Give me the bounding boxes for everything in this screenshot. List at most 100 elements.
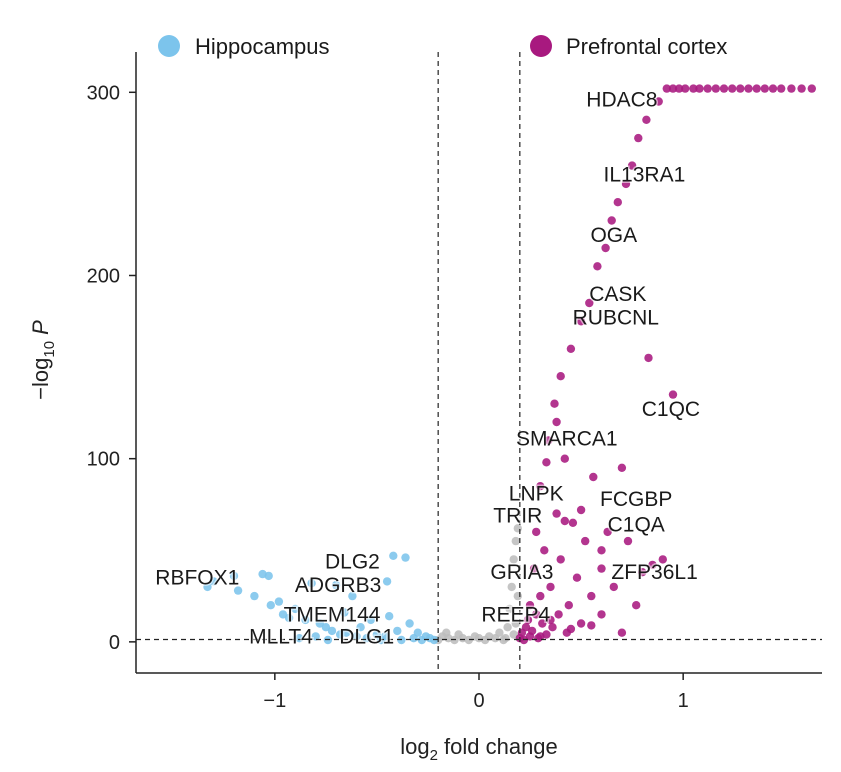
- point-hippocampus-25: [366, 615, 375, 625]
- point-hippocampus-34: [401, 553, 410, 562]
- point-prefrontal-cortex-40: [601, 243, 610, 253]
- point-prefrontal-cortex-35: [587, 591, 596, 601]
- point-hippocampus-24: [362, 634, 371, 643]
- point-prefrontal-cortex-77: [668, 390, 678, 399]
- point-prefrontal-cortex-62: [695, 84, 704, 93]
- point-hippocampus-11: [291, 604, 300, 614]
- y-ticks: 0 100 200 300: [87, 82, 136, 654]
- point-prefrontal-cortex-49: [627, 161, 637, 170]
- point-prefrontal-cortex-79: [576, 505, 586, 515]
- legend: Hippocampus Prefrontal cortex: [158, 34, 727, 59]
- point-prefrontal-cortex-13: [536, 482, 545, 491]
- point-hippocampus-21: [348, 591, 357, 601]
- gene-label-c1qa: C1QA: [608, 514, 665, 537]
- gene-label-adgrb3: ADGRB3: [295, 574, 381, 597]
- point-prefrontal-cortex-29: [568, 518, 578, 527]
- point-prefrontal-cortex-3: [521, 623, 531, 632]
- point-prefrontal-cortex-46: [617, 463, 627, 472]
- gene-label-trir: TRIR: [493, 505, 542, 528]
- point-prefrontal-cortex-78: [597, 546, 606, 555]
- point-not-significant-16: [507, 582, 516, 592]
- y-tick-label-3: 300: [87, 82, 120, 104]
- point-prefrontal-cortex-33: [581, 536, 590, 546]
- legend-marker-prefrontal: [530, 35, 552, 57]
- point-prefrontal-cortex-84: [587, 621, 596, 630]
- y-tick-label-2: 200: [87, 265, 120, 287]
- point-prefrontal-cortex-60: [681, 84, 690, 93]
- legend-label-prefrontal: Prefrontal cortex: [566, 34, 727, 59]
- point-hippocampus-15: [321, 623, 331, 632]
- point-prefrontal-cortex-15: [540, 546, 549, 555]
- point-prefrontal-cortex-6: [525, 601, 535, 610]
- point-hippocampus-28: [380, 632, 390, 641]
- point-hippocampus-13: [307, 579, 316, 588]
- point-not-significant-12: [495, 628, 504, 637]
- point-prefrontal-cortex-12: [536, 591, 545, 601]
- point-prefrontal-cortex-8: [529, 564, 539, 573]
- gene-label-dlg1: DLG1: [339, 625, 394, 648]
- point-prefrontal-cortex-55: [654, 97, 663, 106]
- gene-label-rbfox1: RBFOX1: [155, 567, 239, 590]
- point-prefrontal-cortex-36: [589, 472, 598, 482]
- point-prefrontal-cortex-20: [550, 399, 559, 408]
- gene-label-gria3: GRIA3: [490, 561, 553, 584]
- point-prefrontal-cortex-34: [585, 298, 594, 308]
- point-prefrontal-cortex-18: [546, 582, 555, 592]
- gene-label-cask: CASK: [589, 283, 646, 306]
- point-prefrontal-cortex-28: [566, 344, 576, 353]
- x-tick-label-2: 1: [678, 690, 689, 712]
- point-hippocampus-30: [385, 612, 394, 621]
- point-prefrontal-cortex-72: [777, 84, 786, 93]
- x-axis-title-sub: 2: [430, 747, 438, 764]
- point-hippocampus-23: [356, 623, 365, 632]
- point-not-significant-23: [501, 634, 510, 643]
- point-prefrontal-cortex-57: [662, 84, 671, 93]
- point-prefrontal-cortex-27: [564, 601, 573, 610]
- x-axis-title: log2 fold change: [400, 734, 558, 764]
- point-prefrontal-cortex-59: [674, 84, 684, 93]
- gene-label-fcgbp: FCGBP: [600, 488, 672, 511]
- point-prefrontal-cortex-63: [703, 84, 712, 93]
- point-hippocampus-29: [382, 577, 392, 586]
- gene-label-il13ra1: IL13RA1: [604, 164, 686, 187]
- point-prefrontal-cortex-52: [638, 568, 647, 577]
- point-prefrontal-cortex-73: [787, 84, 796, 93]
- point-prefrontal-cortex-43: [609, 582, 618, 592]
- point-prefrontal-cortex-82: [546, 615, 555, 625]
- point-hippocampus-42: [311, 632, 320, 641]
- point-hippocampus-6: [264, 571, 273, 581]
- point-hippocampus-9: [278, 610, 288, 619]
- point-prefrontal-cortex-25: [560, 454, 569, 463]
- point-prefrontal-cortex-44: [613, 198, 622, 207]
- point-hippocampus-0: [203, 582, 212, 592]
- point-prefrontal-cortex-19: [548, 623, 557, 632]
- point-hippocampus-31: [389, 551, 398, 560]
- gene-label-dlg2: DLG2: [325, 550, 380, 573]
- point-prefrontal-cortex-81: [536, 632, 545, 641]
- x-axis-title-rest: fold change: [438, 734, 558, 759]
- point-hippocampus-3: [233, 586, 243, 595]
- point-prefrontal-cortex-30: [572, 573, 582, 582]
- point-prefrontal-cortex-4: [523, 615, 533, 625]
- x-axis-title-log: log: [400, 734, 429, 759]
- point-prefrontal-cortex-17: [544, 436, 553, 445]
- point-prefrontal-cortex-51: [634, 133, 643, 143]
- point-prefrontal-cortex-83: [566, 624, 576, 634]
- point-hippocampus-8: [274, 597, 284, 606]
- point-hippocampus-12: [301, 615, 310, 625]
- point-prefrontal-cortex-23: [556, 555, 565, 564]
- point-hippocampus-10: [284, 613, 294, 623]
- point-prefrontal-cortex-50: [632, 601, 641, 610]
- point-prefrontal-cortex-21: [552, 509, 561, 518]
- point-prefrontal-cortex-75: [807, 84, 816, 93]
- gene-label-smarca1: SMARCA1: [516, 428, 618, 451]
- point-prefrontal-cortex-66: [728, 84, 737, 93]
- point-not-significant-17: [509, 555, 518, 564]
- gene-label-c1qc: C1QC: [642, 398, 700, 421]
- point-prefrontal-cortex-24: [556, 372, 565, 381]
- point-prefrontal-cortex-10: [532, 527, 541, 537]
- point-hippocampus-35: [405, 619, 414, 628]
- point-prefrontal-cortex-56: [658, 555, 667, 564]
- point-not-significant-24: [509, 630, 518, 639]
